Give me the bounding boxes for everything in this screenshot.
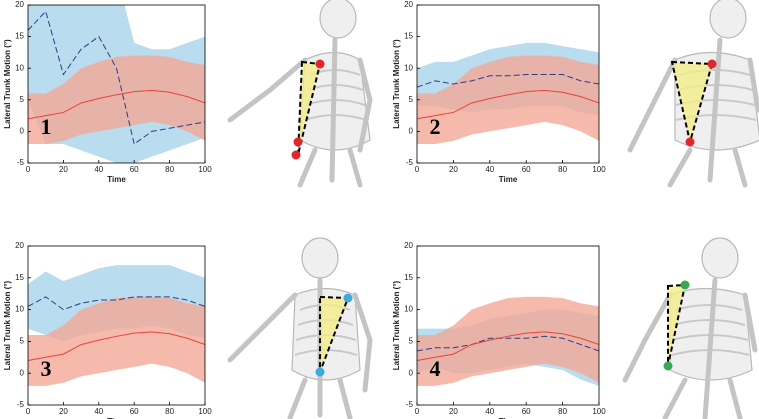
- series-line: [417, 331, 599, 361]
- series-line: [28, 10, 205, 145]
- skeleton-3: [227, 237, 373, 419]
- band: [417, 296, 599, 386]
- x-tick-label: 40: [94, 407, 103, 416]
- x-tick-label: 60: [522, 165, 531, 174]
- y-tick-label: 15: [404, 32, 413, 41]
- y-tick-label: 0: [409, 127, 414, 136]
- x-tick-label: 60: [130, 165, 139, 174]
- y-tick-label: 0: [409, 368, 414, 377]
- y-tick-label: 20: [404, 241, 413, 250]
- y-tick-label: -5: [17, 400, 25, 409]
- band: [417, 55, 599, 145]
- y-axis-title: Lateral Trunk Motion (°): [3, 280, 12, 370]
- x-tick-label: 60: [130, 407, 139, 416]
- x-axis-title: Time: [499, 175, 518, 184]
- series-line: [417, 89, 599, 120]
- y-tick-label: 5: [20, 337, 25, 346]
- y-tick-label: 10: [404, 63, 413, 72]
- y-axis-title: Lateral Trunk Motion (°): [3, 39, 12, 129]
- panel-label: 1: [41, 114, 52, 139]
- y-tick-label: 10: [15, 63, 24, 72]
- x-tick-label: 100: [592, 407, 606, 416]
- x-tick-label: 100: [198, 407, 212, 416]
- y-tick-label: -5: [406, 400, 414, 409]
- y-tick-label: 20: [15, 241, 24, 250]
- axes-frame: [27, 245, 206, 406]
- skeleton-1: [227, 0, 373, 188]
- y-tick-label: -5: [406, 158, 414, 167]
- y-tick-label: 20: [404, 0, 413, 9]
- y-tick-label: 15: [15, 32, 24, 41]
- panel-label: 3: [41, 356, 52, 381]
- x-tick-label: 40: [485, 407, 494, 416]
- y-tick-label: 0: [20, 127, 25, 136]
- x-tick-label: 0: [26, 165, 31, 174]
- panel-label: 4: [430, 356, 441, 381]
- x-tick-label: 40: [485, 165, 494, 174]
- x-tick-label: 20: [449, 407, 458, 416]
- band: [28, 55, 205, 145]
- plot-area: [28, 265, 205, 386]
- y-tick-label: 5: [409, 337, 414, 346]
- y-tick-label: -5: [17, 158, 25, 167]
- series-line: [28, 296, 205, 311]
- band: [28, 296, 205, 386]
- x-tick-label: 40: [94, 165, 103, 174]
- axes-frame: [416, 4, 600, 164]
- x-tick-label: 80: [558, 407, 567, 416]
- x-tick-label: 20: [449, 165, 458, 174]
- axes-frame: [27, 4, 206, 164]
- marker: [315, 59, 325, 69]
- marker: [707, 59, 717, 69]
- y-axis-title: Lateral Trunk Motion (°): [392, 280, 401, 370]
- axes-frame: [416, 245, 600, 406]
- y-tick-label: 15: [404, 273, 413, 282]
- x-tick-label: 80: [165, 165, 174, 174]
- y-tick-label: 20: [15, 0, 24, 9]
- series-line: [28, 89, 205, 120]
- x-tick-label: 100: [198, 165, 212, 174]
- x-tick-label: 0: [26, 407, 31, 416]
- marker: [343, 293, 353, 303]
- marker: [293, 137, 303, 147]
- x-tick-label: 80: [558, 165, 567, 174]
- marker: [663, 361, 673, 371]
- y-tick-label: 0: [20, 368, 25, 377]
- x-tick-label: 20: [59, 165, 68, 174]
- series-line: [417, 74, 599, 88]
- x-axis-title: Time: [107, 417, 126, 419]
- y-axis-title: Lateral Trunk Motion (°): [392, 39, 401, 129]
- series-line: [28, 331, 205, 361]
- y-tick-label: 10: [15, 305, 24, 314]
- marker: [685, 137, 695, 147]
- panel-label: 2: [430, 114, 441, 139]
- y-tick-label: 5: [20, 95, 25, 104]
- plot-area: [417, 42, 599, 145]
- x-tick-label: 0: [415, 407, 420, 416]
- skeleton-2: [627, 0, 759, 188]
- plot-area: [28, 5, 205, 163]
- x-tick-label: 100: [592, 165, 606, 174]
- marker: [680, 280, 690, 290]
- x-tick-label: 80: [165, 407, 174, 416]
- y-tick-label: 15: [15, 273, 24, 282]
- plot-area: [417, 296, 599, 386]
- marker: [291, 150, 301, 160]
- marker: [315, 367, 325, 377]
- x-tick-label: 20: [59, 407, 68, 416]
- series-line: [417, 335, 599, 352]
- skeleton-4: [622, 237, 758, 419]
- y-tick-label: 10: [404, 305, 413, 314]
- x-tick-label: 60: [522, 407, 531, 416]
- y-tick-label: 5: [409, 95, 414, 104]
- x-axis-title: Time: [107, 175, 126, 184]
- x-axis-title: Time: [499, 417, 518, 419]
- x-tick-label: 0: [415, 165, 420, 174]
